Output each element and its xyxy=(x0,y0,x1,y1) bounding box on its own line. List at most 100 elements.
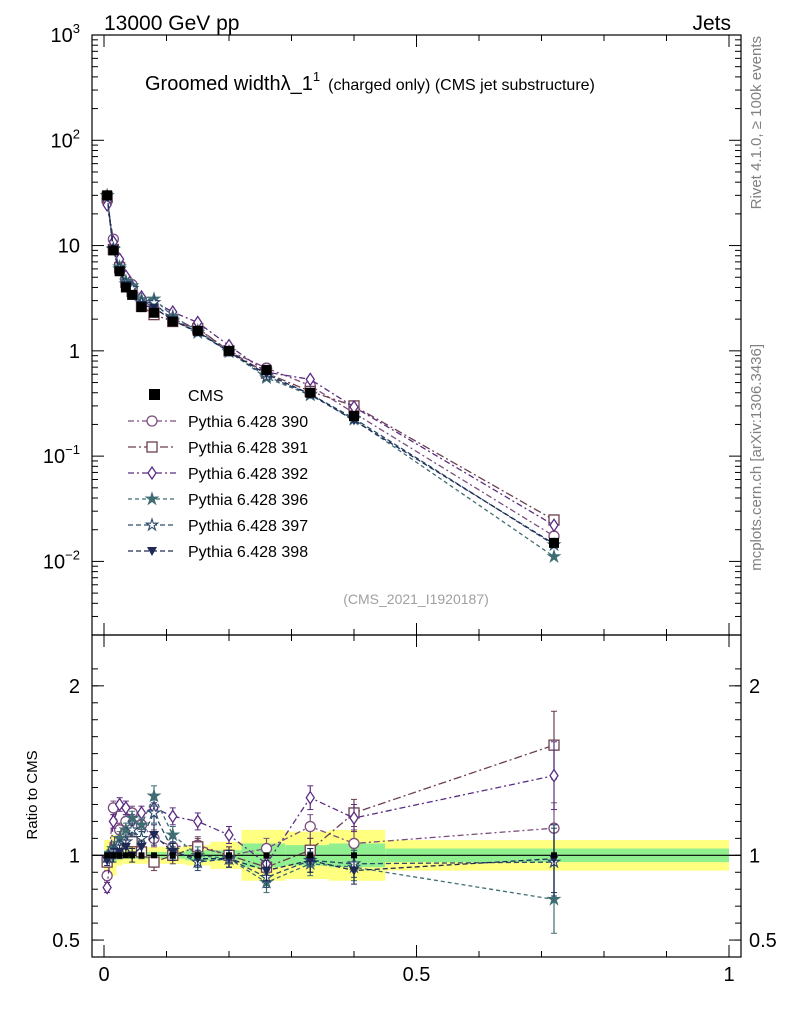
data-point xyxy=(549,537,559,548)
data-ratio-point xyxy=(151,852,157,859)
y-tick-label: 10−2 xyxy=(43,547,80,573)
y-tick-exponent: 3 xyxy=(73,21,80,36)
ratio-point xyxy=(124,822,140,837)
ratio-point xyxy=(146,805,162,820)
ratio-point xyxy=(549,768,559,783)
ratio-y-tick-label: 0.5 xyxy=(52,930,80,952)
y-tick-label: 103 xyxy=(51,21,80,47)
data-ratio-point xyxy=(307,852,314,859)
x-tick-label: 1 xyxy=(723,964,734,986)
ratio-point xyxy=(120,842,131,852)
plot-title: Groomed widthλ_11 (charged only) (CMS jet… xyxy=(145,69,595,95)
data-point xyxy=(305,387,316,398)
series-396 xyxy=(99,187,562,934)
ratio-y-tick-label-right: 1 xyxy=(749,845,760,867)
x-tick-label: 0.5 xyxy=(403,964,431,986)
y-tick-label: 10 xyxy=(58,236,80,258)
series-390 xyxy=(101,195,560,882)
data-point xyxy=(261,364,272,375)
data-ratio-point xyxy=(122,852,129,859)
data-point xyxy=(349,411,359,422)
series-398 xyxy=(102,192,559,894)
header-left: 13000 GeV pp xyxy=(104,12,239,35)
plot-title-sup: 1 xyxy=(313,69,320,84)
data-ratio-point xyxy=(351,852,357,859)
data-point xyxy=(192,325,203,336)
y-tick-label: 1 xyxy=(69,341,80,363)
legend-label: Pythia 6.428 392 xyxy=(188,466,308,483)
series-point xyxy=(305,372,316,387)
ratio-point xyxy=(546,891,562,906)
series-392 xyxy=(102,197,559,895)
ratio-point xyxy=(165,827,181,842)
ratio-point xyxy=(167,809,178,824)
ratio-point xyxy=(146,788,162,803)
series-line xyxy=(106,204,555,526)
y-tick-base: 10 xyxy=(43,551,65,573)
ratio-point xyxy=(148,856,160,868)
series-line xyxy=(106,195,555,546)
y-tick-exponent: 2 xyxy=(73,126,80,141)
legend-label: Pythia 6.428 397 xyxy=(188,518,308,535)
series-line xyxy=(106,197,555,521)
series-391 xyxy=(101,191,560,878)
ratio-point xyxy=(224,827,234,843)
y-tick-label: 102 xyxy=(51,126,80,152)
ratio-point xyxy=(305,790,316,805)
y-tick-base: 10 xyxy=(51,130,73,152)
y-tick-base: 10 xyxy=(51,25,73,47)
legend-marker xyxy=(147,465,157,481)
series-point xyxy=(549,518,559,533)
data-point xyxy=(167,316,178,327)
ratio-point xyxy=(102,856,113,866)
legend-label-cms: CMS xyxy=(188,388,224,405)
data-ratio-point xyxy=(129,852,136,859)
ratio-point xyxy=(348,837,360,850)
legend-label: Pythia 6.428 390 xyxy=(188,414,308,431)
ratio-line xyxy=(106,744,555,868)
y-tick-base: 10 xyxy=(43,446,65,468)
ratio-y-tick-label-right: 2 xyxy=(749,676,760,698)
ratio-point xyxy=(101,870,113,882)
legend-marker xyxy=(146,415,158,427)
ratio-point xyxy=(261,866,272,876)
legend-marker xyxy=(147,547,157,556)
data-ratio-point xyxy=(263,852,270,859)
ratio-frame xyxy=(91,634,742,958)
y-tick-exponent: −2 xyxy=(65,547,80,562)
data-ratio-point xyxy=(169,852,176,859)
series-line xyxy=(106,201,555,537)
data-ratio-point xyxy=(226,852,232,859)
data-point xyxy=(136,302,147,313)
side-label-top: Rivet 4.1.0, ≥ 100k events xyxy=(748,36,765,209)
ratio-point xyxy=(134,816,149,832)
ratio-point xyxy=(349,810,359,826)
series-cms-data xyxy=(102,190,559,859)
data-ratio-point xyxy=(104,852,111,859)
ratio-y-label: Ratio to CMS xyxy=(24,750,41,839)
x-tick-label: 0 xyxy=(98,964,109,986)
ratio-point xyxy=(305,856,316,866)
ratio-point xyxy=(102,880,112,895)
ratio-point xyxy=(124,810,140,825)
ratio-point xyxy=(192,814,203,829)
series-point xyxy=(546,548,562,563)
header-right: Jets xyxy=(692,12,731,35)
ratio-y-tick-label: 2 xyxy=(69,676,80,698)
data-ratio-point xyxy=(110,852,117,859)
ratio-point xyxy=(260,842,273,855)
data-ratio-point xyxy=(551,852,557,859)
data-point xyxy=(114,266,125,277)
legend-label: Pythia 6.428 398 xyxy=(188,544,308,561)
data-ratio-point xyxy=(194,852,201,859)
legend-marker xyxy=(144,517,160,532)
series-line xyxy=(106,195,555,558)
data-point xyxy=(149,307,159,318)
ratio-point xyxy=(108,814,119,829)
side-label-bottom: mcplots.cern.ch [arXiv:1306.3436] xyxy=(748,344,765,571)
data-point xyxy=(127,289,138,300)
series-397 xyxy=(99,187,562,897)
